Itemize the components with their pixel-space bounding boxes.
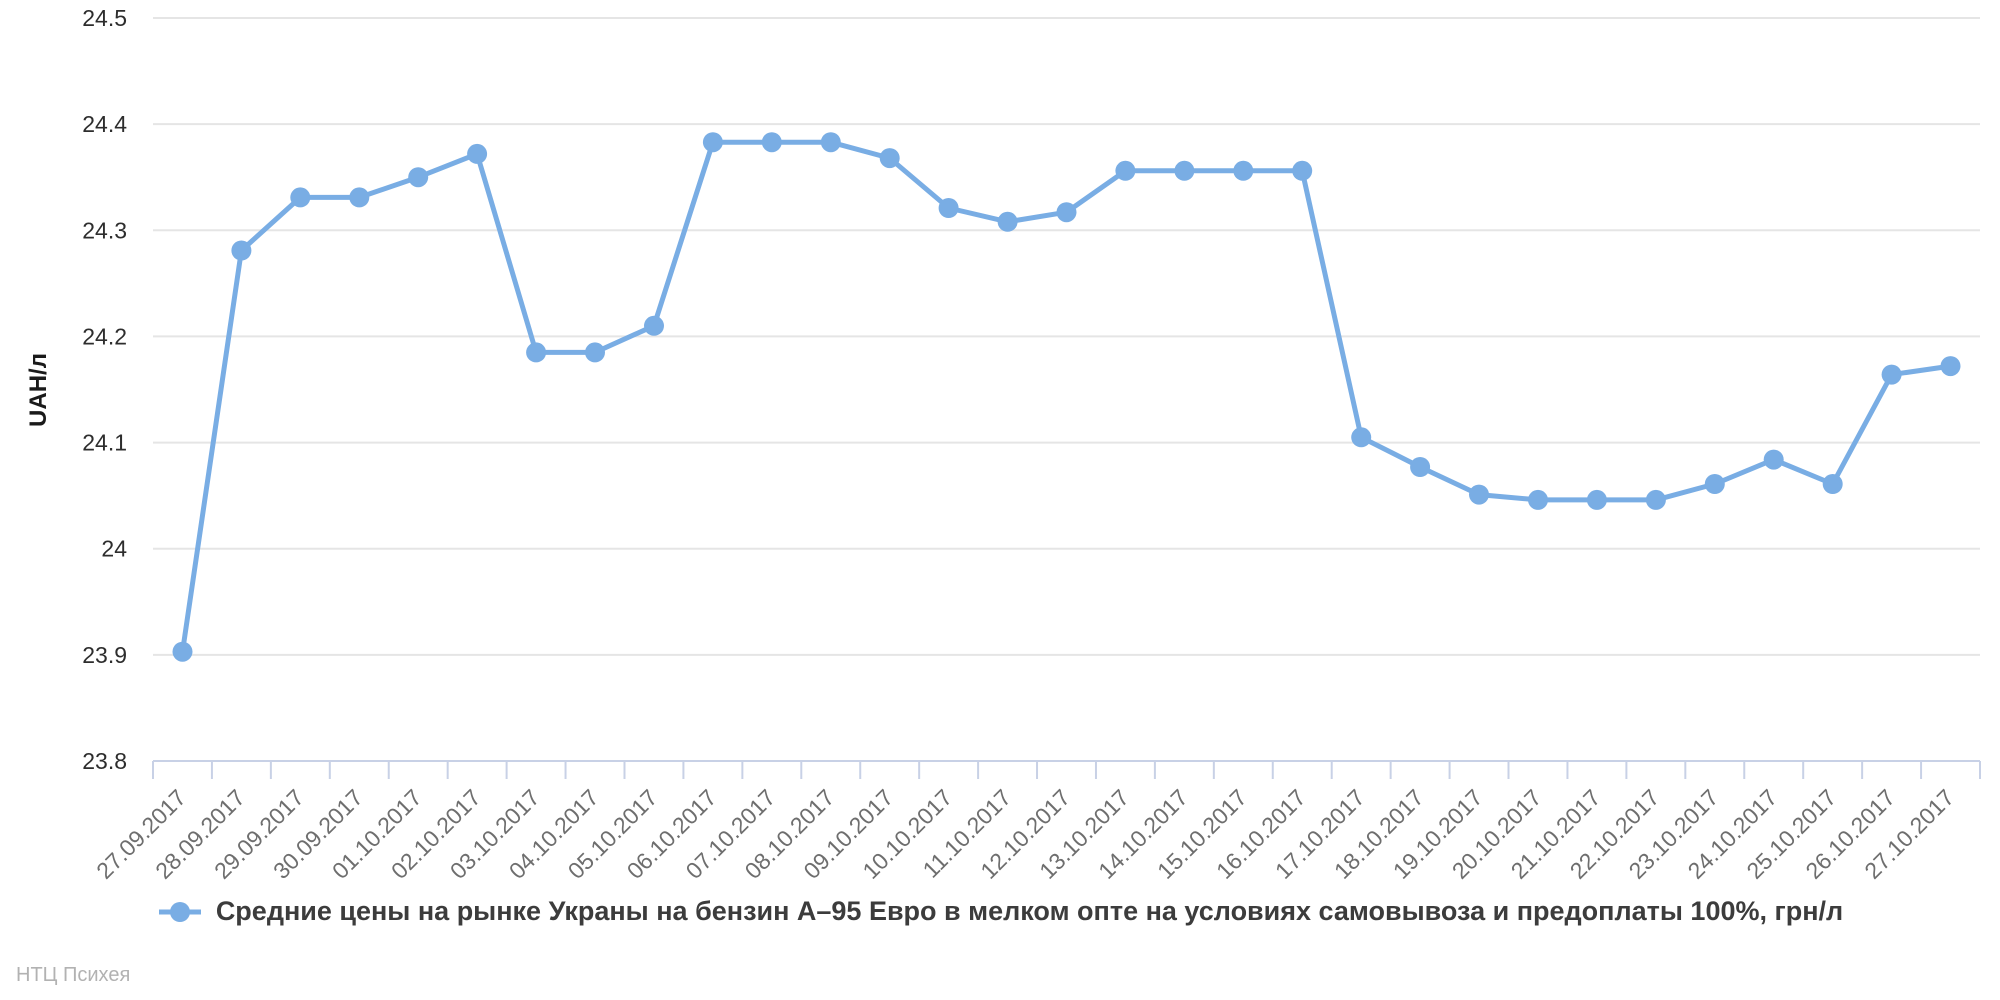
data-point-marker <box>1115 160 1136 181</box>
data-point-marker <box>1174 160 1195 181</box>
data-point-marker <box>1410 457 1431 477</box>
y-axis-tick-label: 24.5 <box>82 5 127 31</box>
data-point-marker <box>290 187 311 208</box>
data-point-marker <box>879 148 900 169</box>
price-series-layer <box>172 132 1961 662</box>
legend-item-series[interactable]: Средние цены на рынке Украны на бензин А… <box>157 896 1843 927</box>
data-point-marker <box>1822 474 1843 494</box>
y-axis-tick-label: 24 <box>101 536 127 562</box>
legend: Средние цены на рынке Украны на бензин А… <box>0 896 2000 927</box>
data-point-marker <box>1645 489 1666 510</box>
data-point-marker <box>172 641 193 662</box>
data-point-marker <box>408 167 429 188</box>
legend-series-marker-icon <box>158 901 201 922</box>
data-point-marker <box>1292 160 1313 181</box>
data-point-marker <box>1763 449 1784 470</box>
data-point-marker <box>585 342 605 363</box>
data-point-marker <box>231 240 252 261</box>
x-axis-layer <box>152 760 1981 779</box>
data-point-marker <box>997 211 1018 232</box>
data-point-marker <box>1469 484 1489 505</box>
data-point-marker <box>1940 356 1961 377</box>
data-point-marker <box>1704 474 1725 494</box>
data-point-marker <box>1528 489 1548 510</box>
data-point-marker <box>349 187 370 208</box>
data-point-marker <box>1881 364 1902 385</box>
data-point-marker <box>1233 160 1254 181</box>
y-axis-title: UAH/л <box>25 353 52 427</box>
data-point-marker <box>1351 427 1372 448</box>
data-point-marker <box>820 132 841 153</box>
data-point-marker <box>702 132 723 153</box>
data-point-marker <box>526 342 547 363</box>
y-axis-tick-label: 24.1 <box>82 430 127 456</box>
y-axis-tick-label: 24.2 <box>82 323 127 349</box>
y-axis-labels-layer: 24.5 24.4 24.3 24.2 24.1 24 23.9 23.8 <box>82 5 127 774</box>
data-point-marker <box>467 143 488 164</box>
data-point-marker <box>938 198 959 218</box>
data-point-marker <box>1056 202 1077 223</box>
gridlines-layer <box>153 17 1980 656</box>
y-axis-tick-label: 23.9 <box>82 642 127 668</box>
legend-label: Средние цены на рынке Украны на бензин А… <box>215 896 1844 926</box>
y-axis-tick-label: 24.4 <box>82 111 127 137</box>
data-point-marker <box>761 132 782 153</box>
y-axis-tick-label: 23.8 <box>82 748 127 774</box>
data-point-marker <box>1586 489 1607 510</box>
data-point-marker <box>644 315 664 336</box>
y-axis-tick-label: 24.3 <box>82 217 127 243</box>
line-chart-canvas: 27.09.201728.09.201729.09.201730.09.2017… <box>25 5 1981 880</box>
x-axis-labels-layer: 27.09.201728.09.201729.09.201730.09.2017… <box>91 784 1959 880</box>
watermark-text: НТЦ Психея <box>16 964 131 986</box>
